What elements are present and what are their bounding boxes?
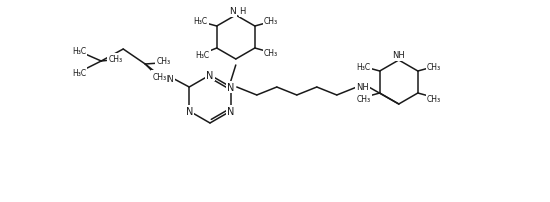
Text: H₃C: H₃C [196, 50, 210, 59]
Text: CH₃: CH₃ [156, 57, 170, 66]
Text: N: N [227, 106, 234, 116]
Text: CH₃: CH₃ [264, 49, 278, 58]
Text: CH₃: CH₃ [356, 94, 371, 103]
Text: N: N [227, 83, 234, 93]
Text: CH₃: CH₃ [264, 17, 278, 26]
Text: HN: HN [161, 75, 174, 84]
Text: CH₃: CH₃ [427, 94, 441, 103]
Text: NH: NH [356, 83, 369, 92]
Text: CH₃: CH₃ [152, 72, 166, 81]
Text: H₃C: H₃C [356, 62, 371, 71]
Text: NH: NH [392, 51, 405, 60]
Text: H₃C: H₃C [72, 69, 86, 78]
Text: H: H [240, 7, 246, 16]
Text: CH₃: CH₃ [427, 62, 441, 71]
Text: N: N [185, 106, 193, 116]
Text: H₃C: H₃C [72, 47, 86, 56]
Text: CH₃: CH₃ [108, 55, 122, 64]
Text: H₃C: H₃C [194, 17, 208, 26]
Text: N: N [229, 7, 236, 16]
Text: N: N [206, 71, 214, 81]
